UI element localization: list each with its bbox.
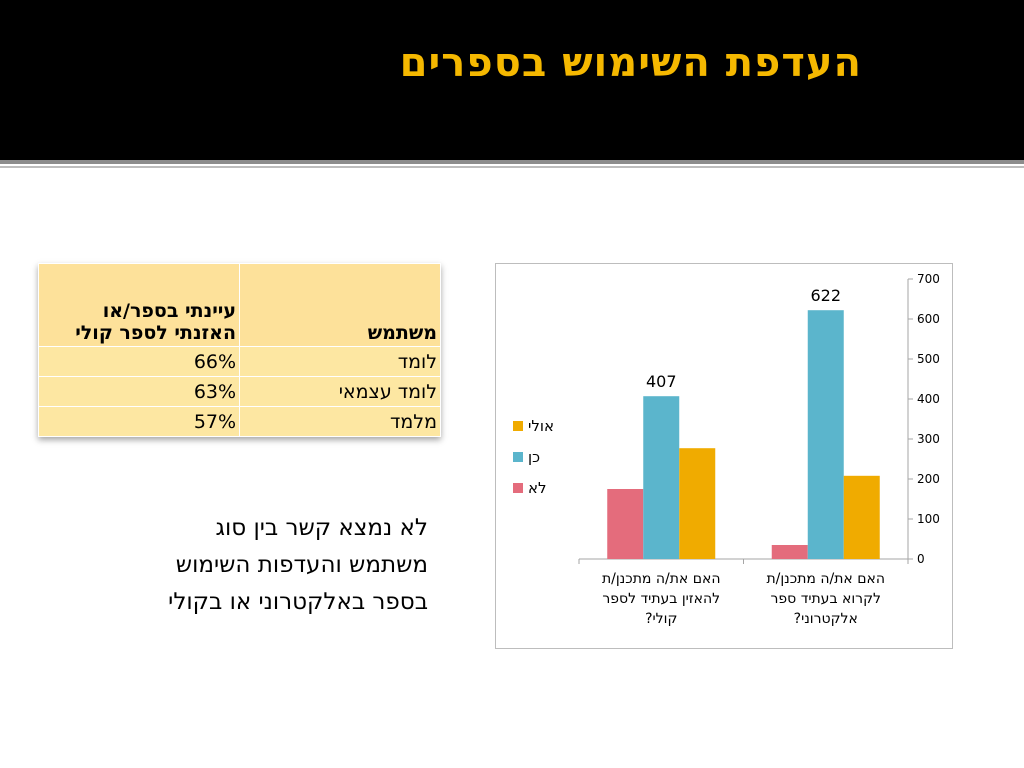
conclusion-line: משתמש והעדפות השימוש <box>175 552 428 578</box>
y-tick-label: 600 <box>917 312 940 326</box>
cell-value: 63% <box>37 376 241 407</box>
cell-user: מלמד <box>239 406 441 437</box>
divider-line <box>0 160 1024 164</box>
bar <box>807 310 844 559</box>
bar <box>643 396 680 559</box>
bar <box>679 448 716 559</box>
cell-user: לומד <box>239 346 441 377</box>
cell-value: 66% <box>37 346 241 377</box>
y-tick-label: 0 <box>917 552 925 566</box>
legend-label: אולי <box>528 417 554 435</box>
cell-user: לומד עצמאי <box>239 376 441 407</box>
category-label: האם את/ה מתכנן/ת <box>766 571 885 587</box>
header-read-listen: עיינתי בספר/או האזנתי לספר קולי <box>37 263 241 347</box>
bar <box>843 475 880 559</box>
divider-line-thin <box>0 166 1024 168</box>
title-bar: העדפת השימוש בספרים <box>0 0 1024 160</box>
table-row: מלמד 57% <box>37 406 441 437</box>
slide-title: העדפת השימוש בספרים <box>399 40 862 86</box>
category-label: לקרוא בעתיד ספר <box>771 591 881 607</box>
table-header-row: משתמש עיינתי בספר/או האזנתי לספר קולי <box>37 263 441 347</box>
cell-value: 57% <box>37 406 241 437</box>
y-tick-label: 700 <box>917 272 940 286</box>
bar <box>607 489 644 559</box>
legend-label: לא <box>528 479 547 497</box>
y-tick-label: 400 <box>917 392 940 406</box>
y-tick-label: 100 <box>917 512 940 526</box>
legend-swatch <box>513 452 523 462</box>
category-label: קולי? <box>645 611 677 627</box>
table-row: לומד 66% <box>37 346 441 377</box>
category-label: להאזין בעתיד לספר <box>602 591 720 607</box>
legend-swatch <box>513 421 523 431</box>
category-label: האם את/ה מתכנן/ת <box>602 571 721 587</box>
y-tick-label: 500 <box>917 352 940 366</box>
category-label: אלקטרוני? <box>794 611 858 627</box>
bar <box>771 545 808 559</box>
conclusion-line: בספר באלקטרוני או בקולי <box>168 589 428 615</box>
y-tick-label: 200 <box>917 472 940 486</box>
conclusion-line: לא נמצא קשר בין סוג <box>215 515 428 541</box>
table-row: לומד עצמאי 63% <box>37 376 441 407</box>
preference-table: משתמש עיינתי בספר/או האזנתי לספר קולי לו… <box>37 263 441 437</box>
data-label: 407 <box>646 372 677 391</box>
chart-canvas: 0 100 200 300 400 500 600 700 407 האם את/ה מתכנן/… <box>513 272 940 627</box>
legend-label: כן <box>528 448 540 466</box>
y-tick-label: 300 <box>917 432 940 446</box>
conclusion-text: לא נמצא קשר בין סוג משתמש והעדפות השימוש… <box>68 510 428 621</box>
data-label: 622 <box>810 286 841 305</box>
header-user: משתמש <box>239 263 441 347</box>
bar-chart: 0 100 200 300 400 500 600 700 407 האם את/ה מתכנן/… <box>495 263 953 649</box>
legend-swatch <box>513 483 523 493</box>
